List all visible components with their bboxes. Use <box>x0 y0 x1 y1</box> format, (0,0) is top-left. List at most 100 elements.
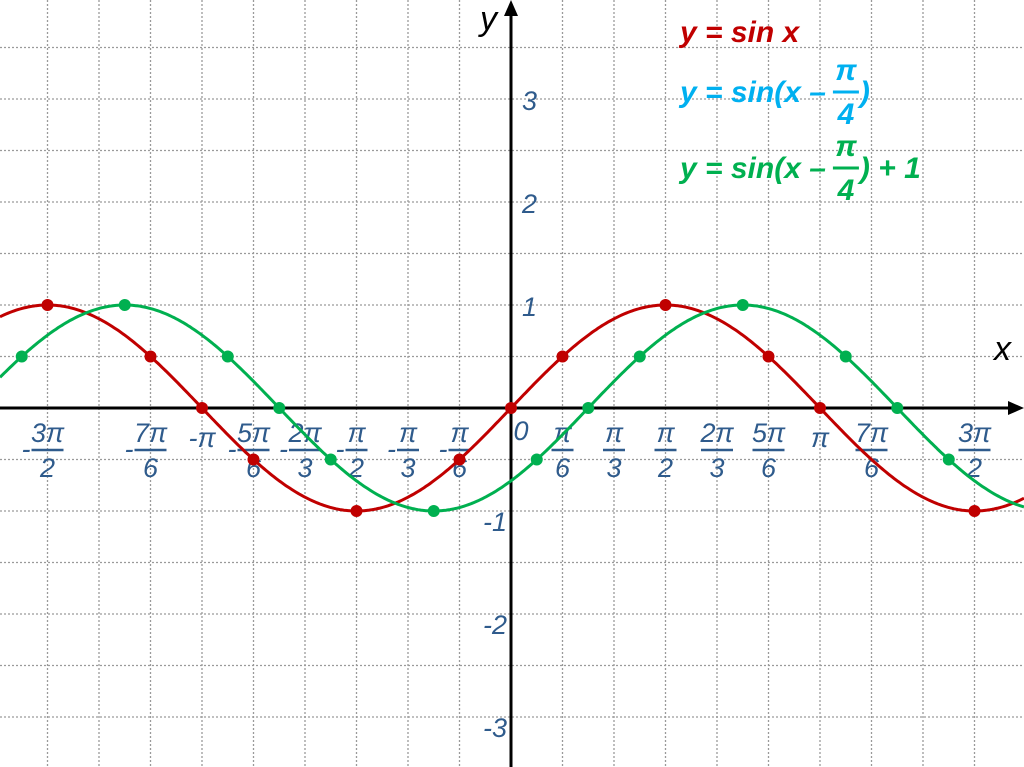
data-point-series-1 <box>144 350 157 363</box>
legend-fraction-numerator: π <box>835 54 857 87</box>
data-point-series-2 <box>891 402 904 414</box>
legend-label-suffix: ) <box>857 76 870 109</box>
legend-label: y = sin(x – <box>678 152 826 185</box>
data-point-series-2 <box>324 453 337 466</box>
x-tick-denominator: 3 <box>400 453 415 483</box>
x-tick-sign: - <box>124 434 133 464</box>
x-tick-denominator: 6 <box>555 453 571 483</box>
data-point-series-2 <box>633 350 646 363</box>
x-axis-arrow <box>1008 401 1024 415</box>
data-point-series-2 <box>736 299 749 311</box>
x-tick-denominator: 6 <box>761 453 777 483</box>
y-axis-label: y <box>478 0 499 38</box>
x-tick-numerator: 2π <box>699 418 734 448</box>
x-tick-numerator: 3π <box>958 418 992 448</box>
data-point-series-1 <box>350 505 363 517</box>
x-tick-denominator: 3 <box>606 453 621 483</box>
x-tick-sign: - <box>22 434 31 464</box>
x-tick-numerator: π <box>450 418 469 448</box>
x-tick-denominator: 6 <box>864 453 880 483</box>
x-tick-numerator: 7π <box>134 418 168 448</box>
data-point-series-2 <box>582 402 595 414</box>
data-point-series-2 <box>942 453 955 466</box>
x-tick-sign: - <box>438 434 447 464</box>
legend: y = sin xy = sin(x –π4)y = sin(x –π4) + … <box>678 16 921 207</box>
x-tick-numerator: 3π <box>31 418 65 448</box>
x-tick-sign: - <box>336 434 345 464</box>
data-point-series-1 <box>556 350 569 363</box>
x-tick-label: 2π3- <box>279 418 322 483</box>
legend-label: y = sin(x – <box>678 76 826 109</box>
y-tick-label: 3 <box>522 86 537 116</box>
x-tick-denominator: 2 <box>39 453 55 483</box>
x-tick-label: 0 <box>513 416 528 446</box>
data-point-series-2 <box>273 402 286 414</box>
x-tick-sign: - <box>387 434 396 464</box>
data-point-series-1 <box>659 299 672 311</box>
x-tick-denominator: 2 <box>348 453 364 483</box>
data-point-series-1 <box>505 402 517 414</box>
x-tick-text: -π <box>188 423 216 453</box>
legend-fraction-numerator: π <box>835 130 857 163</box>
x-tick-denominator: 3 <box>297 453 312 483</box>
x-tick-numerator: 5π <box>752 418 786 448</box>
y-tick-label: 1 <box>522 292 537 322</box>
legend-entry: y = sin x <box>678 16 801 49</box>
x-tick-label: 2π3 <box>699 418 734 483</box>
data-point-series-1 <box>814 402 826 414</box>
data-point-series-1 <box>196 402 208 414</box>
x-tick-denominator: 2 <box>657 453 673 483</box>
legend-fraction-denominator: 4 <box>837 98 855 131</box>
data-point-series-2 <box>221 350 234 363</box>
legend-label: y = sin x <box>678 16 801 49</box>
x-tick-label: -π <box>188 423 216 453</box>
x-tick-label: 3π 2- <box>22 418 65 483</box>
x-tick-numerator: π <box>399 418 418 448</box>
data-point-series-1 <box>41 299 54 311</box>
legend-entry: y = sin(x – π 4) + 1 <box>678 130 921 207</box>
x-tick-numerator: π <box>605 418 624 448</box>
data-point-series-1 <box>453 453 466 466</box>
x-tick-denominator: 6 <box>143 453 159 483</box>
x-tick-denominator: 2 <box>966 453 982 483</box>
x-tick-label: π 3- <box>387 418 420 483</box>
legend-label-suffix: ) + 1 <box>857 152 921 185</box>
x-tick-label: π <box>811 423 830 453</box>
x-tick-numerator: 7π <box>855 418 889 448</box>
x-axis-label: x <box>992 330 1012 368</box>
data-point-series-2 <box>15 350 28 363</box>
y-tick-label: -1 <box>483 507 507 537</box>
tick-labels: 3π2-7π6- -π 5π6-2π3-π2-π3-π6-0 π6π3π22π35π6… <box>22 86 992 743</box>
x-tick-numerator: π <box>347 418 366 448</box>
data-point-series-2 <box>427 505 440 517</box>
x-tick-label: 7π 6- <box>124 418 167 483</box>
data-point-series-1 <box>762 350 775 363</box>
y-tick-label: -2 <box>483 610 507 640</box>
x-tick-label: 7π6 <box>855 418 889 483</box>
curves <box>0 299 1024 517</box>
x-tick-label: 3π2 <box>958 418 992 483</box>
x-tick-label: π 2- <box>336 418 368 483</box>
data-point-series-1 <box>247 453 260 466</box>
legend-entry: y = sin(x – π 4) <box>678 54 870 131</box>
x-tick-label: 5π6 <box>752 418 786 483</box>
y-axis-arrow <box>504 0 518 16</box>
x-tick-numerator: 5π <box>237 418 271 448</box>
y-tick-label: 2 <box>521 189 537 219</box>
x-tick-sign: - <box>279 434 288 464</box>
series-line-2 <box>0 303 1024 513</box>
x-tick-denominator: 3 <box>709 453 724 483</box>
x-tick-sign: - <box>228 434 237 464</box>
x-tick-text: 0 <box>513 416 528 446</box>
y-tick-label: -3 <box>483 713 507 743</box>
data-point-series-2 <box>839 350 852 363</box>
data-point-series-2 <box>530 453 543 466</box>
x-tick-numerator: π <box>656 418 675 448</box>
x-tick-label: π2 <box>654 418 677 483</box>
x-tick-label: 5π6- <box>228 418 271 483</box>
x-tick-text: π <box>811 423 830 453</box>
data-point-series-2 <box>118 299 131 311</box>
legend-fraction-denominator: 4 <box>837 174 855 207</box>
